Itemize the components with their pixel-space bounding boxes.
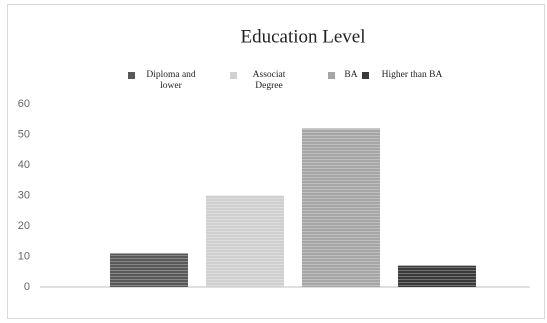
- legend-item: Diploma and lower: [128, 70, 201, 92]
- legend-label: Higher than BA: [381, 70, 443, 80]
- legend-swatch: [128, 72, 135, 79]
- chart-title: Education Level: [240, 26, 365, 47]
- legend-label: Diploma and lower: [146, 70, 196, 91]
- legend-item: Associat Degree: [230, 70, 295, 92]
- legend-label: Associat Degree: [252, 70, 286, 91]
- y-tick-label: 10: [18, 250, 30, 262]
- y-tick-label: 40: [18, 159, 30, 171]
- legend-swatch: [328, 72, 335, 79]
- bar-texture: [206, 195, 284, 287]
- bar-texture: [302, 128, 380, 287]
- legend-item: BA: [328, 70, 361, 81]
- y-tick-label: 30: [18, 189, 30, 201]
- legend-swatch: [230, 72, 237, 79]
- legend-label: BA: [344, 70, 358, 80]
- legend-item: Higher than BA: [362, 70, 449, 81]
- legend-swatch: [362, 72, 369, 79]
- y-tick-label: 20: [18, 220, 30, 232]
- y-tick-label: 50: [18, 128, 30, 140]
- y-tick-label: 0: [24, 281, 30, 293]
- chart-border: [7, 4, 545, 319]
- bar-texture: [398, 265, 476, 287]
- y-tick-label: 60: [18, 98, 30, 110]
- bar-texture: [110, 253, 188, 287]
